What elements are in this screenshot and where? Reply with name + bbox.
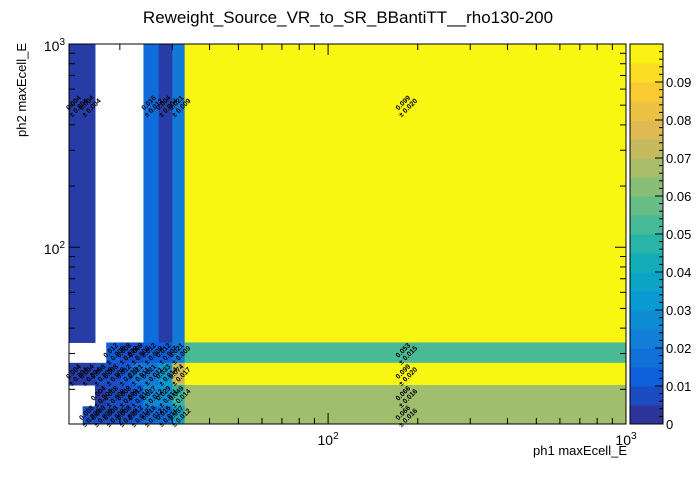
colorbar-band [630,139,663,159]
heatmap-cell [184,385,627,407]
colorbar-band [630,272,663,292]
heatmap-cell [94,406,107,425]
colorbar-band [630,82,663,102]
heatmap-cell [106,362,121,386]
colorbar: 0 0.01 0.02 0.03 0.04 0.05 0.06 0.07 0.08 0.09 [629,43,691,432]
heatmap-cell [119,385,133,407]
colorbar-band [630,291,663,311]
heatmap-cell [158,44,173,343]
heatmap-cell [184,406,627,425]
heatmap-cell [119,362,133,386]
heatmap-cell [184,44,627,343]
plot-frame [68,43,627,425]
x-tick-label: 103 [615,431,637,448]
colorbar-tick-label: 0.02 [666,341,691,356]
colorbar-band [630,215,663,235]
heatmap-cell [172,385,186,407]
heatmap-cell [143,406,160,425]
heatmap-cell [184,362,627,386]
colorbar-band [630,253,663,273]
colorbar-band [630,367,663,387]
heatmap-cell [158,362,173,386]
heatmap-cell [94,385,107,407]
heatmap-cell [119,342,133,364]
y-tick-label: 102 [44,240,66,257]
heatmap-cell [106,342,121,364]
colorbar-band [630,44,663,64]
colorbar-band [630,348,663,368]
heatmap-cell [119,406,133,425]
colorbar-tick-label: 0.05 [666,227,691,242]
heatmap-cell [132,406,144,425]
y-axis-label: ph2 maxEcell_E [14,43,29,137]
colorbar-band [630,234,663,254]
colorbar-band [630,177,663,197]
colorbar-tick-label: 0.06 [666,189,691,204]
x-tick-label: 102 [318,431,340,448]
heatmap-cell [82,44,96,343]
colorbar-band [630,310,663,330]
heatmap-cells [69,44,627,425]
x-axis-label: ph1 maxEcell_E [533,443,627,458]
heatmap-cell [143,342,160,364]
heatmap-cell [132,385,144,407]
heatmap-cell [158,406,173,425]
colorbar-tick-label: 0.04 [666,265,691,280]
colorbar-band [630,405,663,425]
heatmap-cell [172,44,186,343]
chart-title: Reweight_Source_VR_to_SR_BBantiTT__rho13… [143,8,553,27]
colorbar-tick-label: 0.08 [666,113,691,128]
heatmap-cell [158,385,173,407]
heatmap-cell [106,385,121,407]
colorbar-tick-label: 0.09 [666,75,691,90]
heatmap-cell [143,385,160,407]
heatmap-cell [172,342,186,364]
colorbar-tick-label: 0.03 [666,303,691,318]
colorbar-tick-label: 0.07 [666,151,691,166]
heatmap-cell [106,406,121,425]
heatmap-cell [82,362,96,386]
heatmap-cell [184,342,627,364]
heatmap-cell [172,362,186,386]
heatmap-cell [158,342,173,364]
colorbar-band [630,386,663,406]
heatmap-cell [172,406,186,425]
axes: 102 103 102 103 [44,37,637,448]
heatmap-cell [143,362,160,386]
heatmap-cell [143,44,160,343]
colorbar-tick-label: 0.01 [666,379,691,394]
heatmap-cell [132,342,144,364]
y-tick-label: 103 [44,37,66,54]
colorbar-band [630,329,663,349]
heatmap-cell [69,362,84,386]
heatmap-cell [69,44,84,343]
colorbar-band [630,63,663,83]
colorbar-band [630,101,663,121]
colorbar-tick-label: 0 [666,417,673,432]
colorbar-band [630,158,663,178]
heatmap-cell [94,362,107,386]
heatmap-cell [132,362,144,386]
colorbar-band [630,196,663,216]
heatmap-cell [82,406,96,425]
colorbar-band [630,120,663,140]
